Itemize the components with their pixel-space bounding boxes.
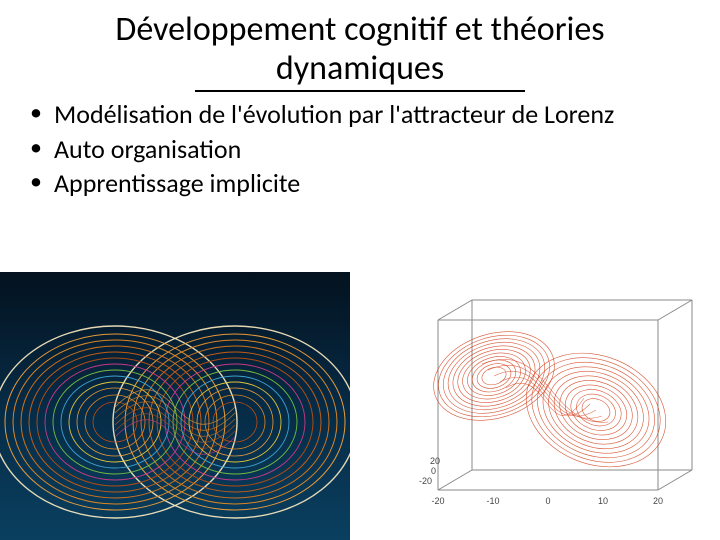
title-line-2: dynamiques [276, 48, 444, 89]
bullet-item: Auto organisation [28, 133, 692, 166]
bullet-text: Modélisation de l'évolution par l'attrac… [54, 98, 614, 130]
figures-row: 10203040-20-1001020-20020 [0, 272, 720, 540]
bullet-text: Auto organisation [54, 133, 241, 165]
slide-title: Développement cognitif et théories dynam… [0, 0, 720, 90]
svg-text:-20: -20 [419, 476, 432, 486]
bullet-item: Apprentissage implicite [28, 167, 692, 200]
svg-text:10: 10 [598, 496, 608, 506]
lorenz-3d-svg: 10203040-20-1001020-20020 [398, 290, 698, 522]
title-underline [195, 90, 525, 92]
svg-text:-10: -10 [486, 496, 499, 506]
lorenz-colored-svg [0, 272, 350, 540]
bullet-item: Modélisation de l'évolution par l'attrac… [28, 98, 692, 131]
lorenz-3d-figure: 10203040-20-1001020-20020 [350, 272, 720, 540]
title-line-1: Développement cognitif et théories [115, 9, 604, 50]
svg-text:0: 0 [545, 496, 550, 506]
lorenz-colored-figure [0, 272, 350, 540]
bullet-text: Apprentissage implicite [54, 167, 300, 199]
svg-text:20: 20 [653, 496, 663, 506]
svg-text:0: 0 [431, 466, 436, 476]
svg-text:-20: -20 [431, 496, 444, 506]
svg-text:20: 20 [430, 456, 440, 466]
bullet-list: Modélisation de l'évolution par l'attrac… [0, 98, 720, 200]
